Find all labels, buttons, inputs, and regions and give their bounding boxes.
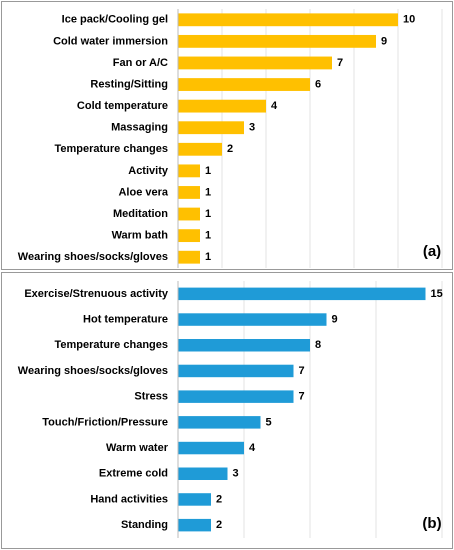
y-tick-label: Activity bbox=[128, 165, 169, 177]
bar bbox=[178, 364, 294, 378]
bar bbox=[178, 229, 200, 243]
panel-label: (b) bbox=[422, 515, 441, 532]
value-label: 7 bbox=[337, 57, 343, 69]
bar bbox=[178, 186, 200, 199]
value-label: 1 bbox=[205, 208, 211, 220]
value-label: 1 bbox=[205, 186, 211, 198]
value-label: 1 bbox=[205, 251, 211, 263]
value-label: 7 bbox=[299, 365, 305, 377]
value-label: 5 bbox=[266, 416, 272, 428]
panel-label: (a) bbox=[423, 243, 441, 260]
value-label: 9 bbox=[332, 313, 338, 325]
value-label: 4 bbox=[249, 442, 256, 454]
y-tick-label: Stress bbox=[134, 391, 168, 403]
bar bbox=[178, 13, 398, 27]
value-label: 4 bbox=[271, 100, 278, 112]
bar bbox=[178, 142, 222, 156]
y-tick-label: Resting/Sitting bbox=[90, 78, 168, 90]
bar bbox=[178, 416, 261, 429]
value-label: 15 bbox=[431, 288, 443, 300]
bar bbox=[178, 493, 211, 506]
y-tick-label: Wearing shoes/socks/gloves bbox=[18, 365, 168, 377]
bar bbox=[178, 441, 244, 455]
y-tick-label: Exercise/Strenuous activity bbox=[24, 288, 169, 300]
bar bbox=[178, 250, 200, 264]
bar bbox=[178, 56, 332, 70]
bar bbox=[178, 467, 228, 480]
bar bbox=[178, 164, 200, 178]
y-tick-label: Cold water immersion bbox=[53, 35, 168, 47]
value-label: 6 bbox=[315, 78, 321, 90]
bar bbox=[178, 518, 211, 532]
panel-frame bbox=[1, 272, 453, 549]
bar bbox=[178, 339, 310, 352]
bar bbox=[178, 313, 327, 326]
value-label: 3 bbox=[249, 122, 255, 134]
y-tick-label: Warm water bbox=[106, 442, 169, 454]
value-label: 2 bbox=[216, 519, 222, 531]
y-tick-label: Massaging bbox=[111, 122, 168, 134]
y-tick-label: Standing bbox=[121, 519, 168, 531]
value-label: 9 bbox=[381, 35, 387, 47]
y-tick-label: Touch/Friction/Pressure bbox=[42, 416, 168, 428]
value-label: 10 bbox=[403, 14, 415, 26]
y-tick-label: Hot temperature bbox=[83, 313, 168, 325]
bar bbox=[178, 78, 310, 91]
y-tick-label: Temperature changes bbox=[54, 339, 168, 351]
y-tick-label: Meditation bbox=[113, 208, 168, 220]
bar bbox=[178, 390, 294, 403]
y-tick-label: Warm bath bbox=[112, 230, 169, 242]
y-tick-label: Hand activities bbox=[90, 493, 168, 505]
y-tick-label: Aloe vera bbox=[118, 186, 168, 198]
y-tick-label: Extreme cold bbox=[99, 468, 168, 480]
value-label: 8 bbox=[315, 339, 321, 351]
value-label: 3 bbox=[233, 468, 239, 480]
y-tick-label: Temperature changes bbox=[54, 143, 168, 155]
value-label: 1 bbox=[205, 165, 211, 177]
bar bbox=[178, 34, 376, 48]
y-tick-label: Wearing shoes/socks/gloves bbox=[18, 251, 168, 263]
y-tick-label: Fan or A/C bbox=[113, 57, 168, 69]
panel-frame bbox=[1, 1, 453, 270]
y-tick-label: Ice pack/Cooling gel bbox=[62, 14, 168, 26]
y-tick-label: Cold temperature bbox=[77, 100, 168, 112]
bar bbox=[178, 99, 266, 113]
bar bbox=[178, 287, 426, 301]
value-label: 2 bbox=[227, 143, 233, 155]
value-label: 2 bbox=[216, 493, 222, 505]
bar bbox=[178, 121, 244, 135]
value-label: 7 bbox=[299, 391, 305, 403]
bar bbox=[178, 207, 200, 221]
value-label: 1 bbox=[205, 230, 211, 242]
